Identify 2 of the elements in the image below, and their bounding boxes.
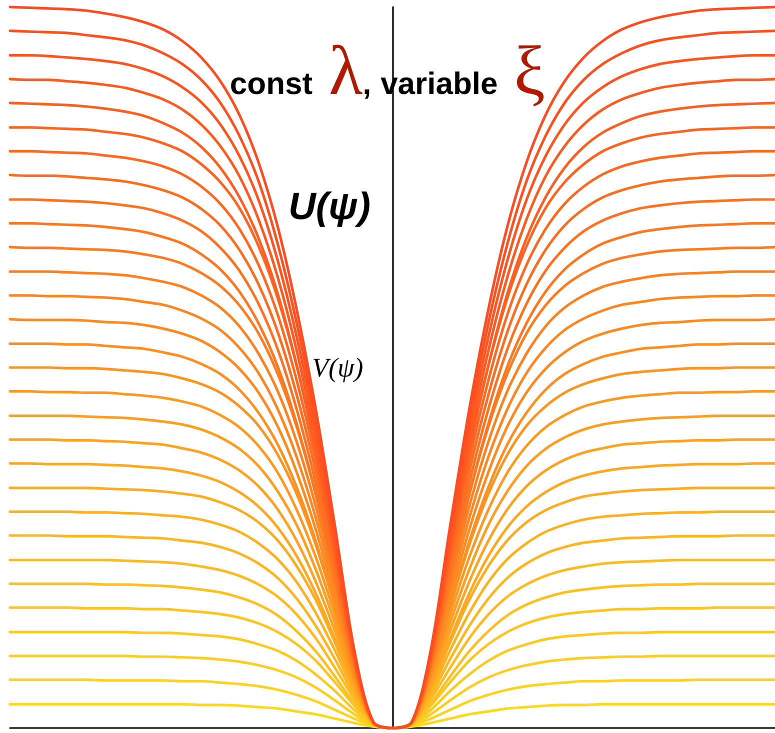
y-axis-title: U(ψ) bbox=[288, 186, 370, 228]
annotation: V(ψ) bbox=[312, 352, 364, 382]
